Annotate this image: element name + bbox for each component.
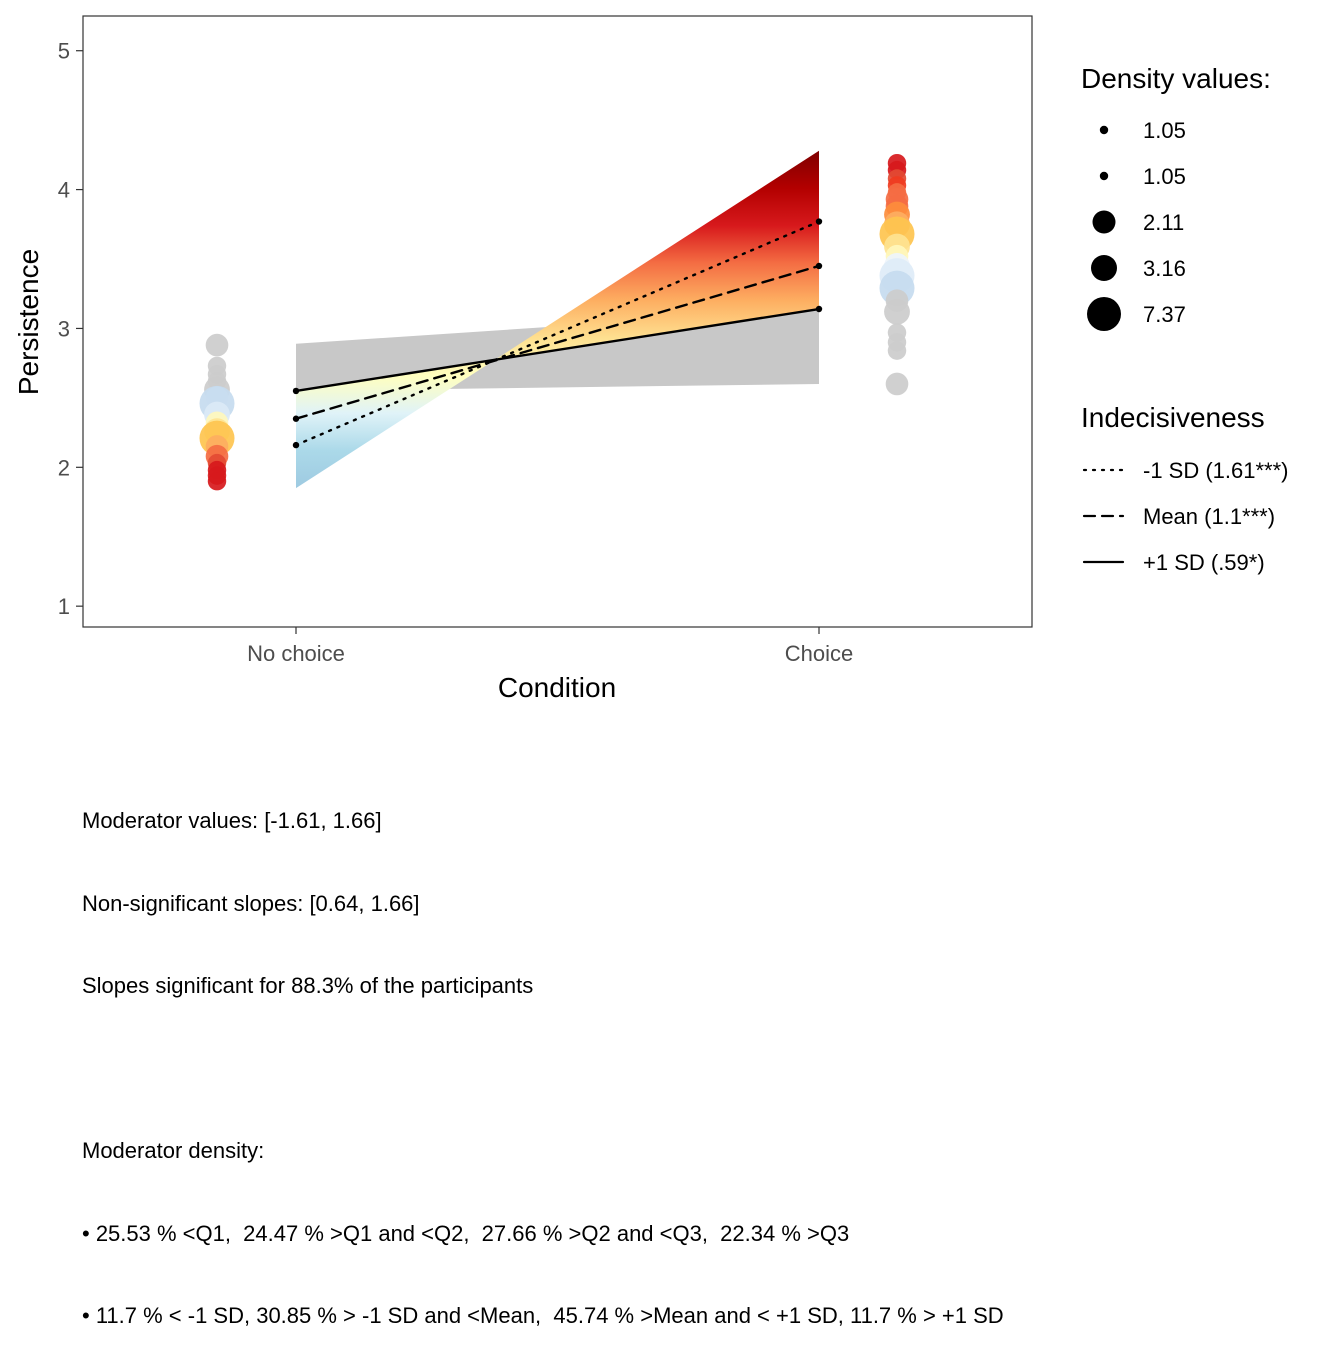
size-legend-label: 1.05 bbox=[1143, 118, 1186, 143]
series-point bbox=[292, 441, 300, 449]
significant-slope-fan bbox=[296, 150, 819, 489]
size-legend-label: 1.05 bbox=[1143, 164, 1186, 189]
size-legend-label: 2.11 bbox=[1143, 210, 1184, 235]
size-legend-key bbox=[1099, 171, 1109, 181]
caption-line: Non-significant slopes: [0.64, 1.66] bbox=[82, 890, 420, 916]
line-legend-label: -1 SD (1.61***) bbox=[1143, 458, 1289, 483]
legend: Density values: Indecisiveness 1.05 1.05 2… bbox=[1081, 63, 1289, 575]
plot-panel-border bbox=[82, 15, 1033, 628]
series-point bbox=[815, 262, 823, 270]
size-legend-title: Density values: bbox=[1081, 63, 1271, 94]
line-legend-label: +1 SD (.59*) bbox=[1143, 550, 1265, 575]
size-legend-key bbox=[1099, 125, 1109, 135]
series-point bbox=[815, 305, 823, 313]
size-legend-label: 7.37 bbox=[1143, 302, 1186, 327]
density-point bbox=[885, 372, 909, 396]
caption-line: Moderator density: bbox=[82, 1138, 265, 1163]
x-tick-label: No choice bbox=[247, 641, 345, 666]
interaction-plot: 1 2 3 4 5 No choice Choice Condition Persiste… bbox=[13, 15, 1289, 703]
density-point bbox=[207, 471, 227, 491]
density-point bbox=[887, 341, 907, 360]
series-line bbox=[294, 307, 821, 393]
size-legend-key bbox=[1087, 297, 1121, 331]
y-tick-label: 3 bbox=[58, 316, 70, 341]
size-legend-key bbox=[1092, 210, 1116, 234]
y-tick-label: 1 bbox=[58, 594, 70, 619]
series-point bbox=[292, 415, 300, 422]
caption-line: • 25.53 % <Q1, 24.47 % >Q1 and <Q2, 27.6… bbox=[82, 1220, 850, 1246]
density-point bbox=[884, 298, 910, 325]
density-point bbox=[205, 333, 229, 357]
x-axis-title: Condition bbox=[498, 672, 616, 703]
size-legend-label: 3.16 bbox=[1143, 256, 1186, 281]
caption-line: • 11.7 % < -1 SD, 30.85 % > -1 SD and <M… bbox=[82, 1303, 1004, 1328]
y-tick-label: 5 bbox=[58, 39, 70, 64]
y-tick-label: 2 bbox=[58, 455, 70, 480]
y-axis: 1 2 3 4 5 bbox=[58, 39, 83, 619]
y-tick-label: 4 bbox=[58, 178, 70, 203]
caption-line: Slopes significant for 88.3% of the part… bbox=[82, 973, 534, 998]
caption-line: Moderator values: [-1.61, 1.66] bbox=[82, 808, 382, 833]
series-point bbox=[815, 218, 823, 225]
line-legend-label: Mean (1.1***) bbox=[1143, 504, 1275, 529]
line-legend-title: Indecisiveness bbox=[1081, 402, 1265, 433]
y-axis-title: Persistence bbox=[13, 249, 44, 395]
x-tick-label: Choice bbox=[785, 641, 853, 666]
size-legend-key bbox=[1091, 255, 1117, 281]
x-axis: No choice Choice bbox=[247, 627, 853, 666]
caption-line bbox=[82, 1055, 1004, 1083]
series-line bbox=[294, 264, 821, 420]
moderator-caption: Moderator values: [-1.61, 1.66] Non-sign… bbox=[82, 752, 1004, 1357]
series-point bbox=[292, 387, 300, 395]
